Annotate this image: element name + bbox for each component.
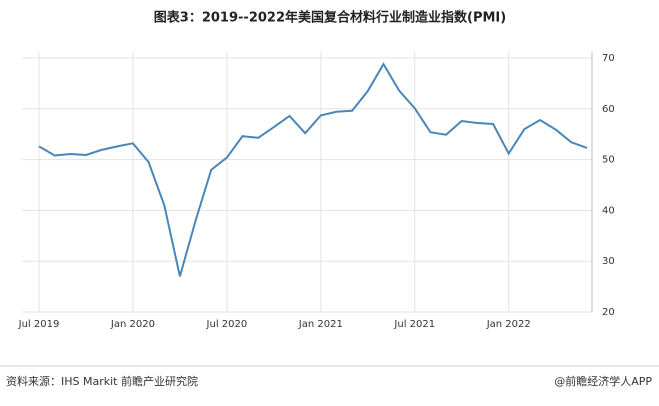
- y-tick-label: 30: [602, 256, 615, 267]
- credit: @前瞻经济学人APP: [554, 374, 652, 388]
- x-tick-label: Jul 2019: [18, 319, 60, 330]
- x-tick-label: Jan 2021: [298, 319, 343, 330]
- y-tick-label: 70: [602, 53, 615, 64]
- y-tick-label: 50: [602, 155, 615, 166]
- series-line: [38, 62, 588, 277]
- source: 资料来源：IHS Markit 前瞻产业研究院: [6, 374, 198, 388]
- x-tick-label: Jul 2020: [206, 319, 248, 330]
- x-tick-label: Jul 2021: [393, 319, 435, 330]
- y-tick-label: 40: [602, 205, 615, 216]
- x-tick-label: Jan 2020: [110, 319, 155, 330]
- x-tick-label: Jan 2022: [486, 319, 531, 330]
- y-tick-label: 20: [602, 307, 615, 318]
- chart-title: 图表3：2019--2022年美国复合材料行业制造业指数(PMI): [154, 10, 506, 26]
- y-tick-label: 60: [602, 104, 615, 115]
